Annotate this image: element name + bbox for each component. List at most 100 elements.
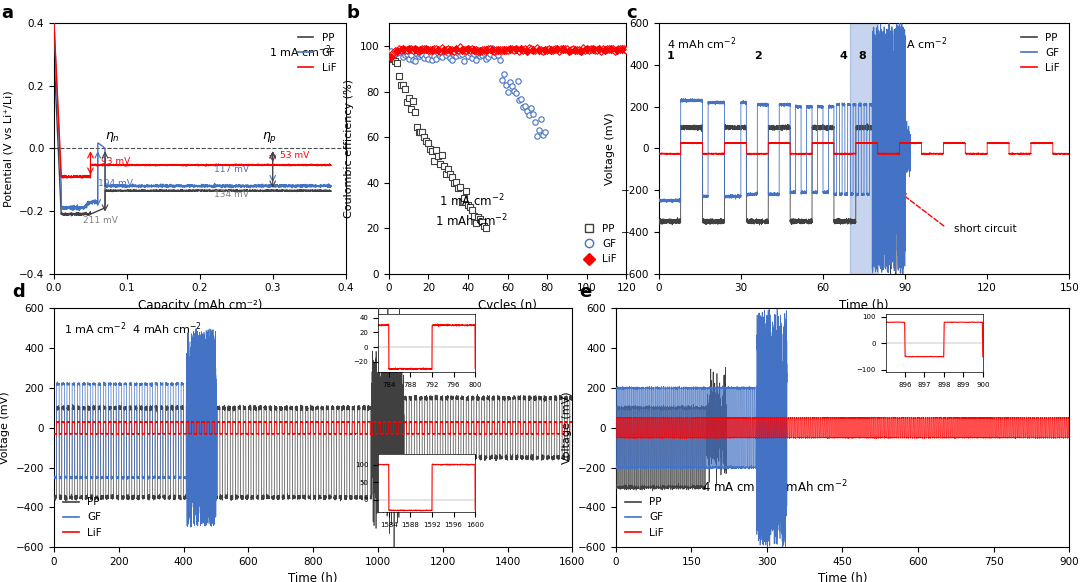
Legend: PP, GF, LiF: PP, GF, LiF bbox=[294, 29, 340, 77]
Point bbox=[594, 44, 611, 54]
Point bbox=[530, 45, 548, 55]
Point bbox=[396, 50, 414, 59]
Point bbox=[477, 45, 495, 55]
Point bbox=[456, 193, 473, 203]
X-axis label: Capacity (mAh cm⁻²): Capacity (mAh cm⁻²) bbox=[137, 299, 262, 312]
Point bbox=[475, 45, 492, 54]
Point bbox=[440, 49, 457, 58]
Point bbox=[418, 137, 435, 146]
Point bbox=[469, 46, 486, 55]
Point bbox=[503, 81, 521, 91]
Text: 1: 1 bbox=[667, 51, 675, 61]
Point bbox=[392, 45, 409, 55]
Point bbox=[558, 45, 576, 54]
Point bbox=[463, 44, 481, 54]
Point bbox=[572, 47, 590, 56]
Text: 1 mA cm$^{-2}$  4 mAh cm$^{-2}$: 1 mA cm$^{-2}$ 4 mAh cm$^{-2}$ bbox=[65, 321, 202, 337]
Point bbox=[388, 49, 405, 58]
Point bbox=[487, 48, 504, 58]
Point bbox=[387, 49, 404, 59]
Point bbox=[613, 44, 631, 54]
Point bbox=[529, 131, 545, 140]
Point bbox=[554, 45, 571, 54]
Point bbox=[447, 178, 464, 187]
Point bbox=[428, 54, 445, 63]
Point bbox=[471, 214, 488, 223]
Point bbox=[492, 45, 510, 55]
Point bbox=[392, 45, 409, 55]
Point bbox=[406, 44, 423, 54]
Point bbox=[497, 80, 514, 90]
Point bbox=[582, 44, 599, 53]
Point bbox=[449, 45, 467, 55]
Text: 211 mV: 211 mV bbox=[83, 217, 118, 225]
Point bbox=[444, 172, 461, 181]
Point bbox=[537, 45, 554, 54]
Point bbox=[589, 45, 606, 55]
Point bbox=[565, 44, 582, 54]
Point bbox=[444, 46, 461, 55]
Point bbox=[563, 45, 580, 54]
Point bbox=[400, 45, 417, 54]
Point bbox=[542, 46, 559, 55]
Point bbox=[578, 44, 595, 54]
Y-axis label: Coulombic efficiency (%): Coulombic efficiency (%) bbox=[343, 79, 354, 218]
Point bbox=[499, 45, 516, 55]
Point bbox=[435, 45, 453, 55]
X-axis label: Time (h): Time (h) bbox=[839, 299, 889, 312]
Text: 4: 4 bbox=[839, 51, 847, 61]
Point bbox=[468, 219, 485, 228]
Point bbox=[442, 45, 459, 55]
Point bbox=[600, 45, 618, 54]
Point bbox=[518, 47, 536, 56]
Point bbox=[549, 44, 566, 54]
Point bbox=[410, 52, 428, 61]
Point bbox=[404, 45, 421, 55]
Legend: PP, GF, LiF: PP, GF, LiF bbox=[580, 219, 621, 268]
Point bbox=[613, 44, 631, 54]
Point bbox=[580, 45, 597, 54]
Point bbox=[400, 93, 417, 102]
Point bbox=[473, 218, 490, 227]
Point bbox=[458, 44, 475, 54]
Point bbox=[382, 53, 400, 62]
Point bbox=[426, 157, 443, 166]
Point bbox=[400, 54, 417, 63]
Point bbox=[572, 47, 590, 56]
X-axis label: Time (h): Time (h) bbox=[818, 572, 867, 582]
Point bbox=[440, 45, 457, 54]
Point bbox=[503, 45, 521, 54]
Text: b: b bbox=[346, 4, 359, 22]
Point bbox=[604, 45, 621, 54]
Point bbox=[394, 45, 411, 54]
Point bbox=[561, 47, 578, 56]
Point bbox=[465, 45, 483, 55]
Point bbox=[421, 46, 438, 55]
Point bbox=[435, 162, 453, 171]
Point bbox=[435, 48, 453, 57]
Point bbox=[382, 53, 400, 62]
Point bbox=[390, 72, 407, 81]
Point bbox=[447, 52, 464, 61]
X-axis label: Cycles (n): Cycles (n) bbox=[478, 299, 537, 312]
Point bbox=[411, 50, 429, 59]
Point bbox=[454, 45, 471, 55]
Point bbox=[523, 44, 540, 54]
Point bbox=[418, 44, 435, 53]
Point bbox=[465, 211, 483, 221]
Text: $\eta_n$: $\eta_n$ bbox=[105, 130, 120, 144]
Point bbox=[459, 201, 476, 210]
Point bbox=[491, 45, 509, 55]
Point bbox=[513, 94, 530, 104]
Point bbox=[489, 51, 507, 60]
Point bbox=[471, 52, 488, 61]
Point bbox=[382, 52, 400, 62]
Point bbox=[492, 75, 510, 84]
Point bbox=[421, 45, 438, 54]
Point bbox=[459, 51, 476, 61]
Point bbox=[590, 44, 607, 54]
Point bbox=[428, 146, 445, 155]
Point bbox=[471, 47, 488, 56]
Point bbox=[584, 44, 602, 54]
Point bbox=[387, 46, 404, 55]
